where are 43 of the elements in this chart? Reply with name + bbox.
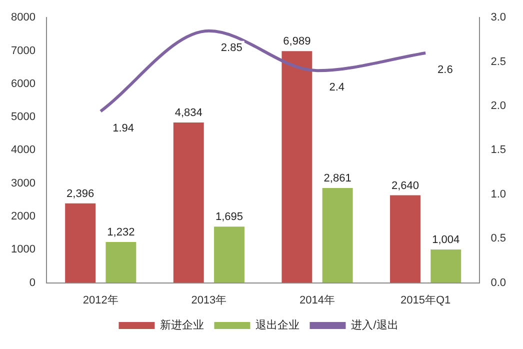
y-tick-label: 1000 [10, 244, 36, 256]
data-label: 1,695 [215, 211, 244, 224]
bar [65, 203, 96, 283]
x-tick-label: 2012年 [82, 294, 118, 306]
y2-tick-label: 1.5 [490, 144, 506, 156]
y-tick-label: 4000 [10, 144, 36, 156]
y-tick-label: 5000 [10, 111, 36, 124]
y-tick-label: 0 [29, 276, 36, 289]
y-tick-label: 8000 [10, 12, 36, 24]
x-tick-label: 2014年 [300, 294, 335, 306]
data-label: 1,004 [432, 234, 460, 246]
data-label: 1.94 [112, 122, 134, 134]
data-label: 6,989 [283, 36, 311, 48]
x-tick-label: 2015年Q1 [400, 294, 451, 306]
y-tick-label: 7000 [10, 44, 36, 57]
bar [106, 242, 136, 283]
y-tick-label: 3000 [10, 177, 36, 190]
y-tick-label: 6000 [10, 78, 36, 90]
bar [282, 51, 312, 283]
data-label: 2,861 [324, 172, 352, 184]
bar [390, 195, 420, 283]
legend-label: 进入/退出 [351, 318, 398, 332]
y2-tick-label: 0.5 [490, 232, 506, 245]
data-label: 1,232 [107, 226, 135, 238]
legend-label: 新进企业 [160, 318, 204, 332]
y2-tick-label: 2.0 [490, 100, 506, 112]
data-label: 4,834 [174, 107, 202, 120]
bar [430, 250, 462, 283]
x-tick-label: 2013年 [191, 294, 227, 306]
data-label: 2,640 [391, 180, 420, 192]
bar [173, 122, 204, 283]
y-tick-label: 2000 [10, 210, 36, 223]
legend-label: 退出企业 [256, 318, 300, 332]
data-label: 2,396 [66, 188, 94, 200]
y2-tick-label: 0.0 [490, 276, 506, 289]
bar [214, 226, 244, 283]
y2-tick-label: 2.5 [490, 56, 506, 68]
bar [322, 188, 353, 283]
y2-tick-label: 1.0 [490, 188, 506, 200]
data-label: 2.85 [220, 42, 242, 54]
y2-tick-label: 3.0 [490, 12, 506, 24]
data-label: 2.4 [329, 82, 345, 94]
data-label: 2.6 [438, 64, 453, 76]
